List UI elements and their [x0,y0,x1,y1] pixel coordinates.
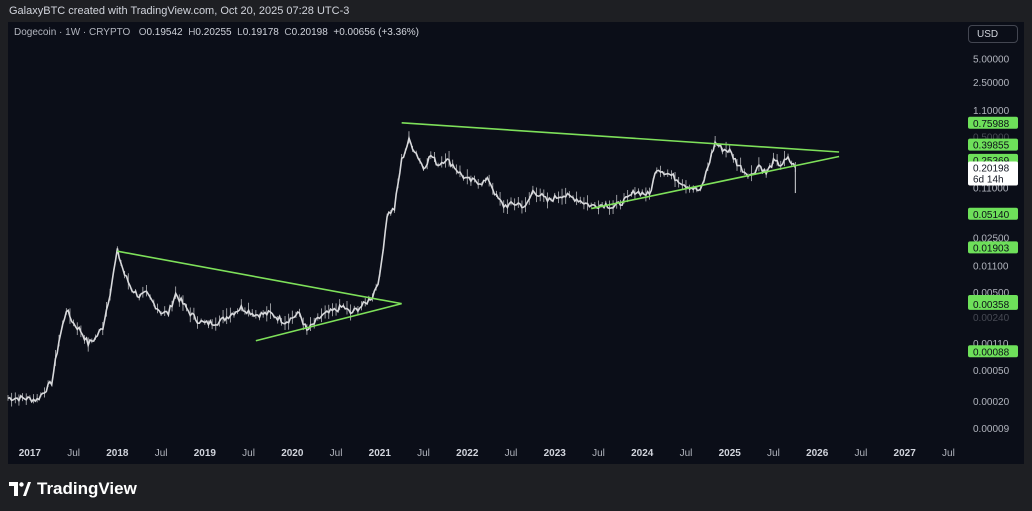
x-tick-label: Jul [242,448,255,459]
x-tick-label: 2023 [544,448,567,459]
trendline-1 [117,250,402,305]
x-tick-label: Jul [680,448,693,459]
x-tick-label: 2027 [894,448,917,459]
price-tag-label: 0.00088 [973,347,1010,358]
x-tick-label: 2022 [456,448,479,459]
y-tick-label: 0.02500 [973,234,1010,245]
y-tick-label: 0.01100 [973,261,1009,272]
price-tag-label: 0.05140 [973,210,1010,221]
y-tick-label: 0.00050 [973,366,1010,377]
x-tick-label: 2018 [106,448,129,459]
currency-button[interactable]: USD [968,25,1018,43]
close-label: C [284,27,292,38]
x-tick-label: Jul [592,448,605,459]
current-price-tag [968,161,1018,186]
x-tick-label: Jul [330,448,343,459]
symbol-name: Dogecoin · 1W · CRYPTO [14,27,131,38]
trendline-2 [255,302,402,342]
y-tick-label: 5.00000 [973,55,1010,66]
x-tick-label: 2019 [194,448,217,459]
y-tick-label: 0.11000 [973,184,1009,195]
price-tag-label: 0.00358 [973,300,1010,311]
attribution-bar: GalaxyBTC created with TradingView.com, … [0,0,1032,22]
x-tick-label: 2020 [281,448,304,459]
high-value: 0.20255 [195,27,232,38]
x-tick-label: 2021 [369,448,392,459]
price-tag-label: 0.25369 [973,156,1010,167]
price-tag-label: 0.01903 [973,243,1010,254]
close-value: 0.20198 [291,27,328,38]
x-tick-label: 2017 [19,448,42,459]
price-tag [968,138,1018,151]
y-tick-label: 1.10000 [973,106,1010,117]
chart-area[interactable] [8,22,1024,464]
trendline-4 [591,155,840,210]
price-tag [968,207,1018,220]
price-tag-label: 0.39855 [973,141,1010,152]
footer [0,464,1032,511]
high-label: H [188,27,196,38]
low-label: L [237,27,243,38]
tradingview-logo-icon [9,482,31,496]
y-tick-label: 0.00009 [973,424,1010,435]
x-tick-label: Jul [155,448,168,459]
change-value: +0.00656 (+3.36%) [333,27,419,38]
price-tag-label: 0.75988 [973,119,1010,130]
y-tick-label: 0.50000 [973,132,1010,143]
x-tick-label: 2026 [806,448,829,459]
y-tick-label: 0.00110 [973,339,1009,350]
low-value: 0.19178 [242,27,279,38]
x-tick-label: 2024 [631,448,654,459]
current-price-label: 0.20198 [973,164,1010,175]
open-label: O [138,27,147,38]
y-tick-label: 2.50000 [973,78,1010,89]
x-tick-label: Jul [417,448,430,459]
price-tag [968,241,1018,254]
price-tag [968,116,1018,129]
price-tag [968,297,1018,310]
y-tick-label: 0.00020 [973,397,1010,408]
symbol-legend: Dogecoin · 1W · CRYPTO O0.19542 H0.20255… [14,27,419,38]
open-value: 0.19542 [146,27,183,38]
price-series-line [7,135,797,404]
attribution-text: GalaxyBTC created with TradingView.com, … [9,5,350,17]
x-tick-label: Jul [67,448,80,459]
price-tag [968,345,1018,358]
x-tick-label: Jul [505,448,518,459]
tradingview-logo[interactable]: TradingView [9,479,137,499]
x-tick-label: Jul [942,448,955,459]
brand-name: TradingView [37,479,137,498]
countdown-label: 6d 14h [973,175,1004,186]
x-tick-label: Jul [855,448,868,459]
y-tick-label: 0.00500 [973,288,1010,299]
y-tick-label: 0.00240 [973,313,1010,324]
x-tick-label: Jul [767,448,780,459]
x-tick-label: 2025 [719,448,742,459]
trendline-3 [401,121,840,153]
